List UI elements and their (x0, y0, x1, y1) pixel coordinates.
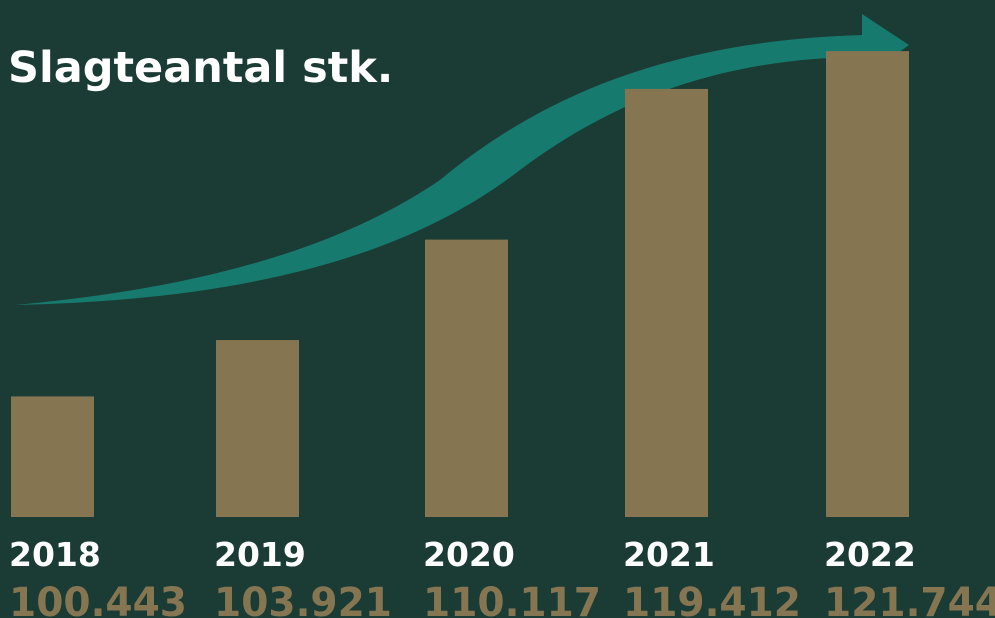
value-label-2018: 100.443 (9, 580, 187, 618)
bar-2021 (625, 88, 708, 517)
bars-group (11, 51, 909, 517)
value-label-2020: 110.117 (423, 580, 601, 618)
year-label-2018: 2018 (9, 535, 101, 574)
bar-2019 (216, 340, 299, 517)
value-labels-group: 100.443 103.921 110.117 119.412 121.744 (9, 580, 995, 618)
value-label-2021: 119.412 (623, 580, 801, 618)
bar-2018 (11, 396, 94, 517)
year-label-2019: 2019 (214, 535, 306, 574)
trend-arrow-icon (15, 14, 909, 305)
bar-2022 (826, 51, 909, 517)
year-labels-group: 2018 2019 2020 2021 2022 (9, 535, 916, 574)
year-label-2020: 2020 (423, 535, 515, 574)
bar-2020 (425, 239, 508, 517)
year-label-2021: 2021 (623, 535, 715, 574)
chart-title: Slagteantal stk. (8, 43, 393, 93)
value-label-2019: 103.921 (214, 580, 392, 618)
year-label-2022: 2022 (824, 535, 916, 574)
value-label-2022: 121.744 (824, 580, 995, 618)
